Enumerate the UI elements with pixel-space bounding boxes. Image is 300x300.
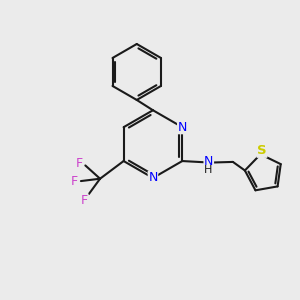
Text: F: F <box>71 175 78 188</box>
Text: N: N <box>148 172 158 184</box>
Text: N: N <box>204 154 214 167</box>
Text: H: H <box>204 165 212 175</box>
Text: S: S <box>257 144 267 157</box>
Text: F: F <box>81 194 88 207</box>
Text: N: N <box>178 121 187 134</box>
Text: F: F <box>75 158 82 170</box>
